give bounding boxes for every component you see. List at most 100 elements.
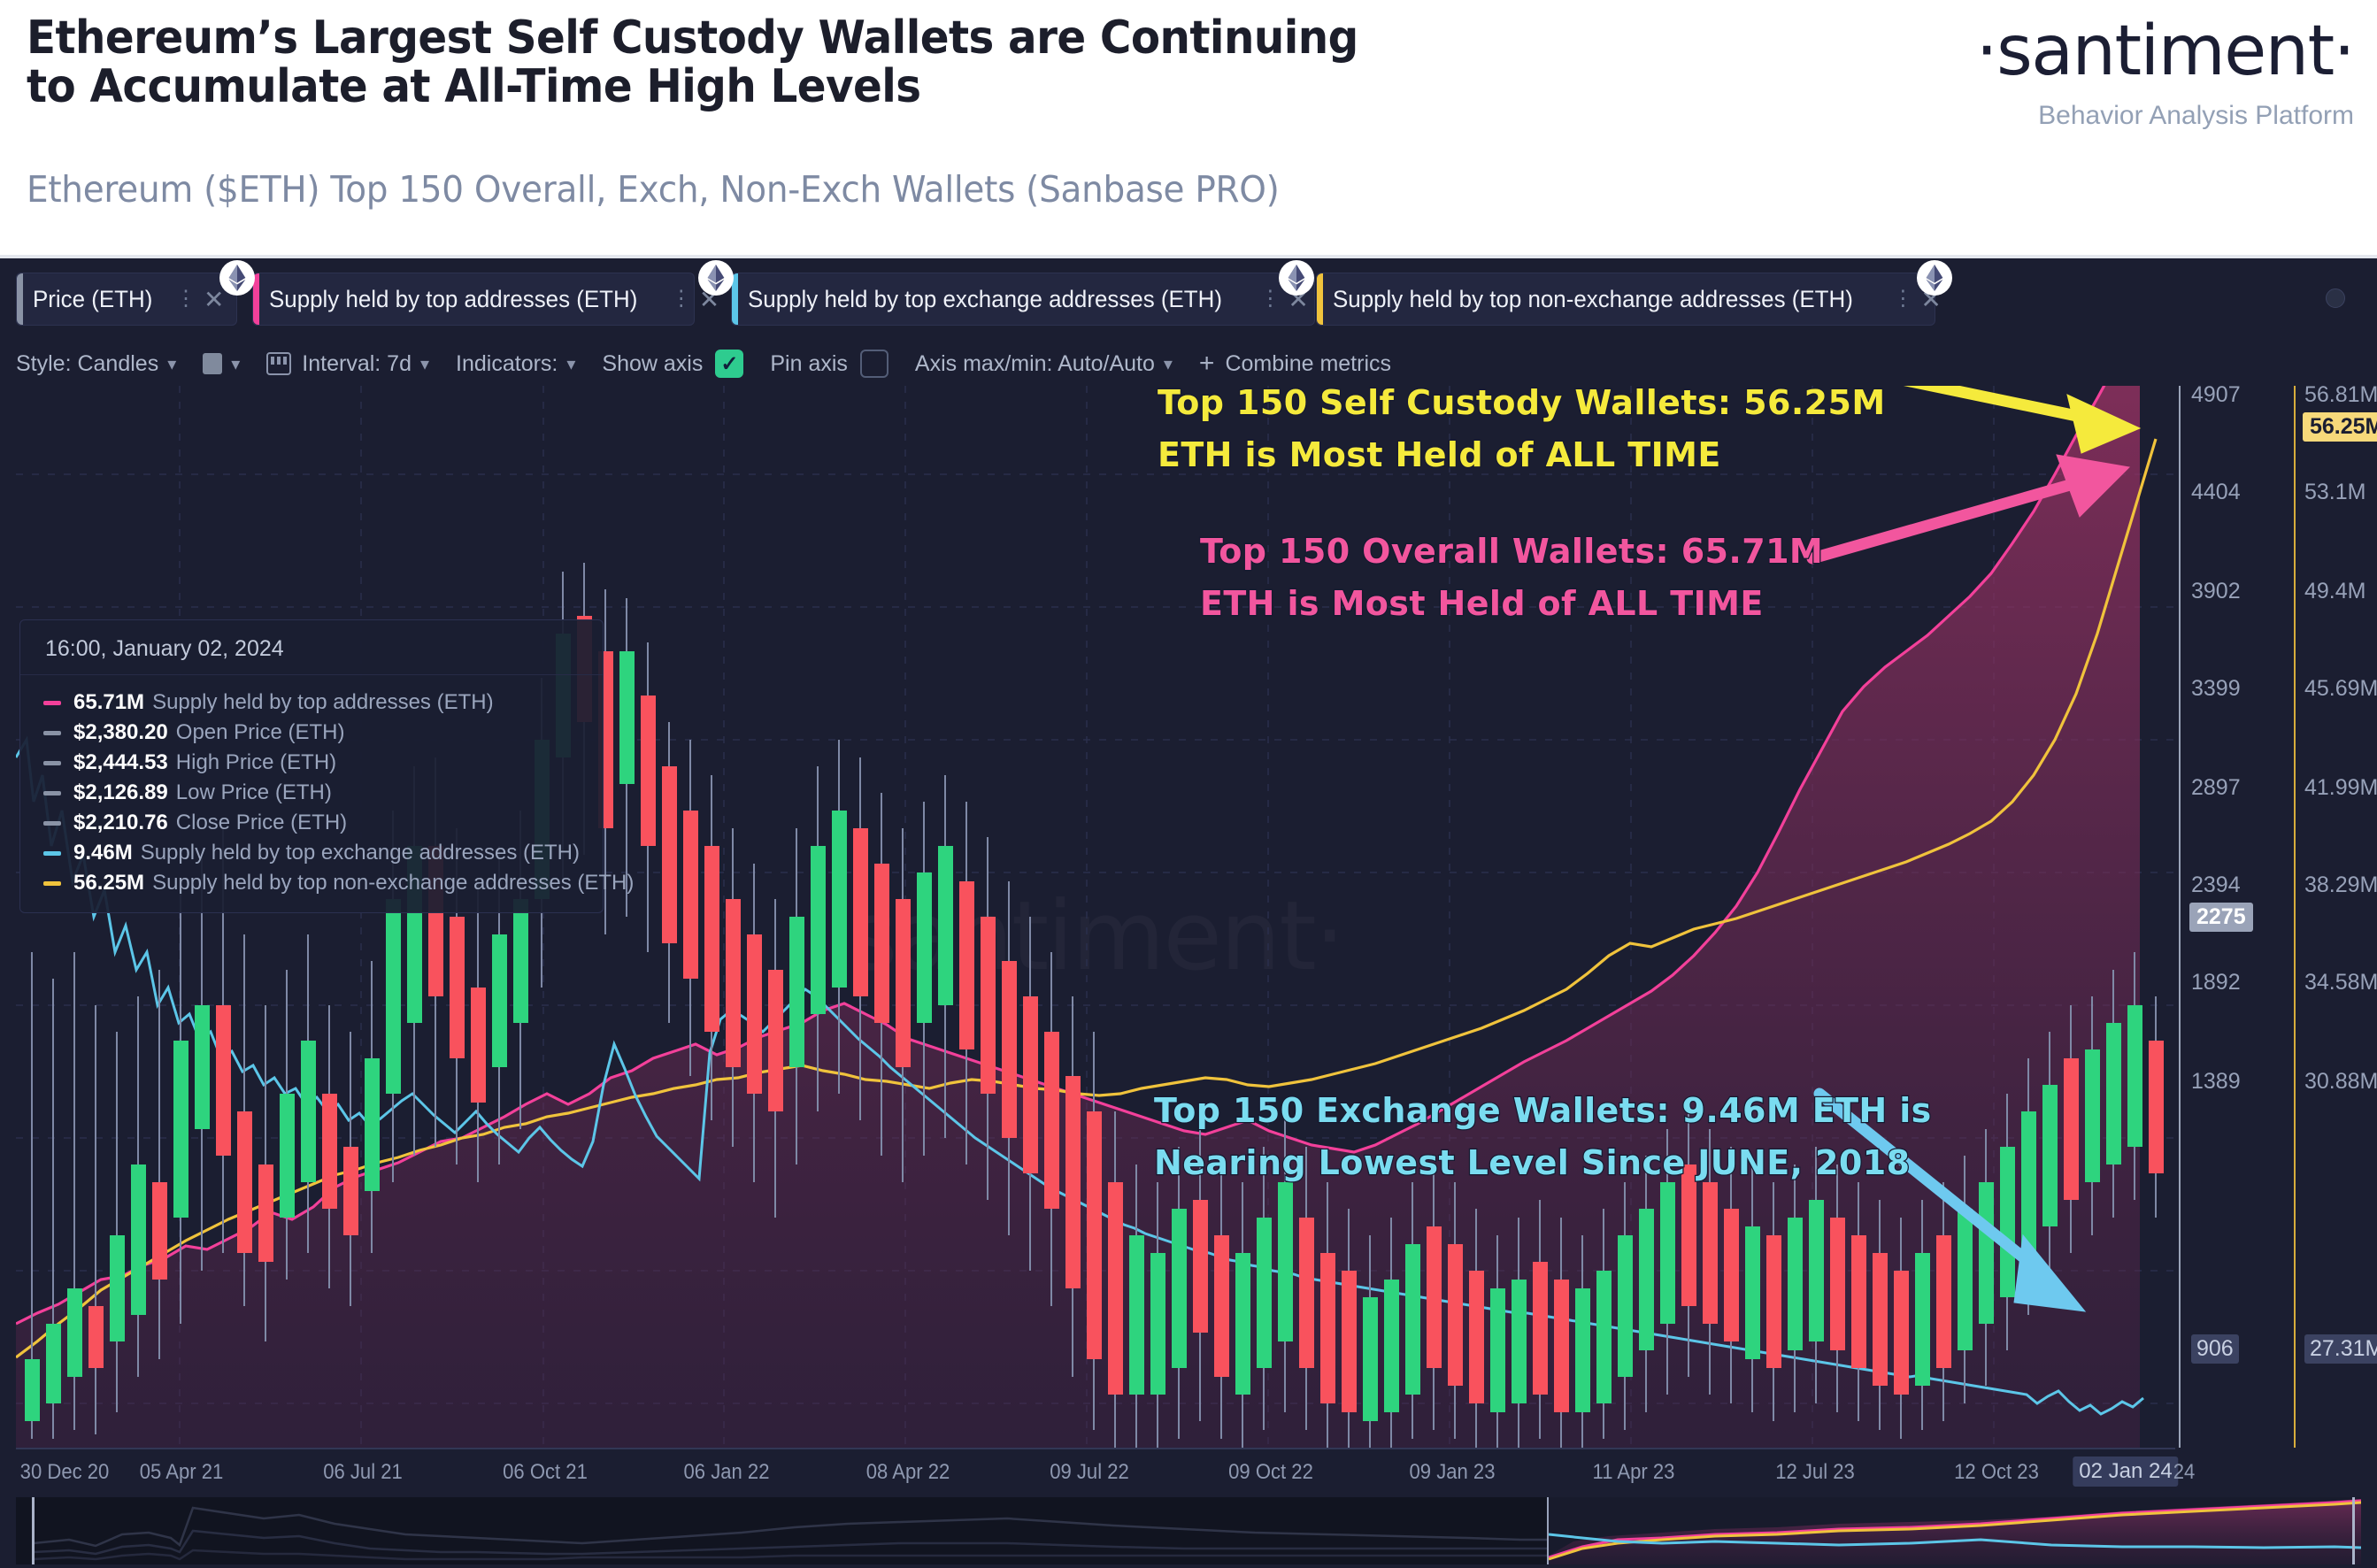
axis-minmax-label: Axis max/min: Auto/Auto: [914, 350, 1155, 376]
kebab-menu-icon[interactable]: ⋮: [670, 286, 692, 311]
checkbox-checked-icon[interactable]: ✓: [715, 350, 744, 378]
annotation-self-custody: Top 150 Self Custody Wallets: 56.25M ETH…: [1157, 386, 1887, 481]
tooltip-name: Open Price (ETH): [175, 720, 345, 744]
x-axis-tick: 06 Oct 21: [503, 1460, 588, 1484]
page-subtitle: Ethereum ($ETH) Top 150 Overall, Exch, N…: [27, 168, 1280, 211]
annotation-line-1: Top 150 Exchange Wallets: 9.46M ETH is: [1153, 1090, 1933, 1131]
ethereum-icon: [1917, 260, 1952, 296]
tooltip-row: $2,444.53 High Price (ETH): [20, 748, 603, 778]
supply-axis-line: [2294, 386, 2296, 1448]
interval-label: Interval: 7d: [302, 350, 412, 376]
annotation-line-2: Nearing Lowest Level Since JUNE, 2018: [1153, 1142, 1912, 1183]
tooltip-value: 65.71M: [73, 690, 145, 714]
pin-axis-toggle[interactable]: Pin axis: [770, 350, 888, 378]
price-axis-tick: 4404: [2191, 480, 2241, 504]
x-axis-tick: 06 Jan 22: [683, 1460, 770, 1484]
tooltip-value: $2,126.89: [73, 780, 168, 804]
metric-tab-top-non-exchange-addresses[interactable]: Supply held by top non-exchange addresse…: [1316, 273, 1942, 326]
settings-dot-icon[interactable]: [2326, 288, 2345, 308]
x-axis-line: [16, 1448, 2175, 1449]
tooltip-name: Supply held by top addresses (ETH): [152, 690, 494, 714]
series-color-dash: [43, 850, 61, 856]
supply-axis: 56.81M 53.1M 49.4M 45.69M 41.99M 38.29M …: [2294, 382, 2377, 1448]
combine-metrics-label: Combine metrics: [1225, 350, 1392, 376]
x-axis-tick-partial: 24: [2173, 1460, 2196, 1484]
page-title: Ethereum’s Largest Self Custody Wallets …: [27, 12, 1867, 114]
header-divider: [0, 255, 2377, 258]
tooltip-row: 9.46M Supply held by top exchange addres…: [20, 838, 603, 868]
indicators-selector[interactable]: Indicators: ▾: [456, 351, 575, 377]
title-line-1: Ethereum’s Largest Self Custody Wallets …: [27, 12, 1358, 65]
chevron-down-icon: ▾: [231, 354, 241, 374]
chart-navigator[interactable]: [16, 1497, 2361, 1564]
series-top-addresses-area: [16, 386, 2140, 1448]
metric-tab-label: Supply held by top addresses (ETH): [269, 285, 638, 312]
tooltip-row: $2,126.89 Low Price (ETH): [20, 778, 603, 808]
tab-accent-color: [1317, 273, 1323, 325]
ethereum-icon: [698, 260, 734, 296]
brand-block: ·santiment· Behavior Analysis Platform: [1975, 12, 2356, 131]
metric-tab-bar: Price (ETH) ⋮ ✕ Supply held by top addre…: [0, 258, 2377, 327]
metric-tab-top-exchange-addresses[interactable]: Supply held by top exchange addresses (E…: [731, 273, 1315, 326]
price-axis-tick: 1389: [2191, 1069, 2241, 1094]
chevron-down-icon: ▾: [1163, 354, 1173, 374]
color-selector[interactable]: ▾: [203, 353, 240, 375]
santiment-logo: ·santiment·: [1975, 12, 2356, 91]
x-axis-tick: 05 Apr 21: [139, 1460, 224, 1484]
supply-axis-tick: 56.81M: [2304, 382, 2377, 407]
price-candlesticks: [25, 563, 2164, 1448]
series-color-dash: [43, 790, 61, 796]
x-axis-tick: 08 Apr 22: [865, 1460, 950, 1484]
kebab-menu-icon[interactable]: ⋮: [1892, 286, 1914, 311]
show-axis-label: Show axis: [602, 350, 704, 376]
price-current-value: 2275: [2189, 903, 2253, 932]
price-axis-line: [2179, 386, 2181, 1448]
title-line-2: to Accumulate at All-Time High Levels: [27, 60, 921, 114]
price-axis-tick: 4907: [2191, 382, 2241, 407]
price-axis: 4907 4404 3902 3399 2897 2394 1892 1389 …: [2179, 382, 2285, 1448]
kebab-menu-icon[interactable]: ⋮: [175, 286, 196, 311]
close-icon[interactable]: ✕: [204, 285, 225, 313]
navigator-left-handle[interactable]: [32, 1497, 35, 1564]
supply-axis-tick: 38.29M: [2304, 872, 2377, 897]
chart-plot-area[interactable]: santiment·: [16, 386, 2175, 1448]
price-axis-tick: 3399: [2191, 676, 2241, 701]
color-swatch-icon: [203, 353, 223, 374]
tooltip-value: $2,210.76: [73, 811, 168, 834]
chart-x-axis: 30 Dec 20 05 Apr 21 06 Jul 21 06 Oct 21 …: [16, 1448, 2195, 1492]
x-axis-tick: 30 Dec 20: [19, 1460, 110, 1484]
supply-axis-tick: 27.31M: [2304, 1334, 2377, 1364]
tooltip-row: 65.71M Supply held by top addresses (ETH…: [20, 688, 603, 718]
supply-axis-tick: 53.1M: [2304, 480, 2366, 504]
interval-selector[interactable]: Interval: 7d ▾: [266, 351, 429, 377]
series-color-dash: [43, 820, 61, 826]
annotation-line-2: ETH is Most Held of ALL TIME: [1199, 583, 1765, 624]
tooltip-value: $2,444.53: [73, 750, 168, 774]
tab-accent-color: [17, 273, 23, 325]
x-axis-tick: 12 Jul 23: [1775, 1460, 1855, 1484]
annotation-arrow-pink: [1806, 454, 2131, 565]
x-axis-tick: 12 Oct 23: [1954, 1460, 2039, 1484]
brand-tagline: Behavior Analysis Platform: [2038, 100, 2354, 130]
metric-tab-top-addresses[interactable]: Supply held by top addresses (ETH) ⋮ ✕: [252, 273, 719, 326]
tooltip-name: Supply held by top non-exchange addresse…: [152, 871, 635, 895]
checkbox-unchecked-icon[interactable]: [859, 350, 888, 378]
style-label: Style: Candles: [16, 350, 159, 376]
chart-canvas: [16, 386, 2175, 1448]
annotation-line-1: Top 150 Self Custody Wallets: 56.25M: [1157, 386, 1887, 423]
show-axis-toggle[interactable]: Show axis ✓: [602, 350, 744, 378]
x-axis-tick: 09 Oct 22: [1228, 1460, 1313, 1484]
axis-minmax-selector[interactable]: Axis max/min: Auto/Auto ▾: [915, 351, 1173, 377]
combine-metrics-button[interactable]: + Combine metrics: [1199, 349, 1391, 379]
annotation-line-1: Top 150 Overall Wallets: 65.71M: [1199, 531, 1824, 572]
navigator-right-handle[interactable]: [2352, 1497, 2355, 1564]
metric-tab-price[interactable]: Price (ETH) ⋮ ✕: [16, 273, 237, 326]
annotation-arrow-blue: [1813, 1088, 2087, 1312]
series-color-dash: [43, 700, 61, 705]
indicators-label: Indicators:: [456, 350, 558, 376]
tooltip-row: $2,380.20 Open Price (ETH): [20, 718, 603, 748]
style-selector[interactable]: Style: Candles ▾: [16, 351, 176, 377]
price-axis-tick: 906: [2191, 1334, 2239, 1364]
price-axis-tick: 2394: [2191, 872, 2241, 897]
kebab-menu-icon[interactable]: ⋮: [1259, 286, 1281, 311]
